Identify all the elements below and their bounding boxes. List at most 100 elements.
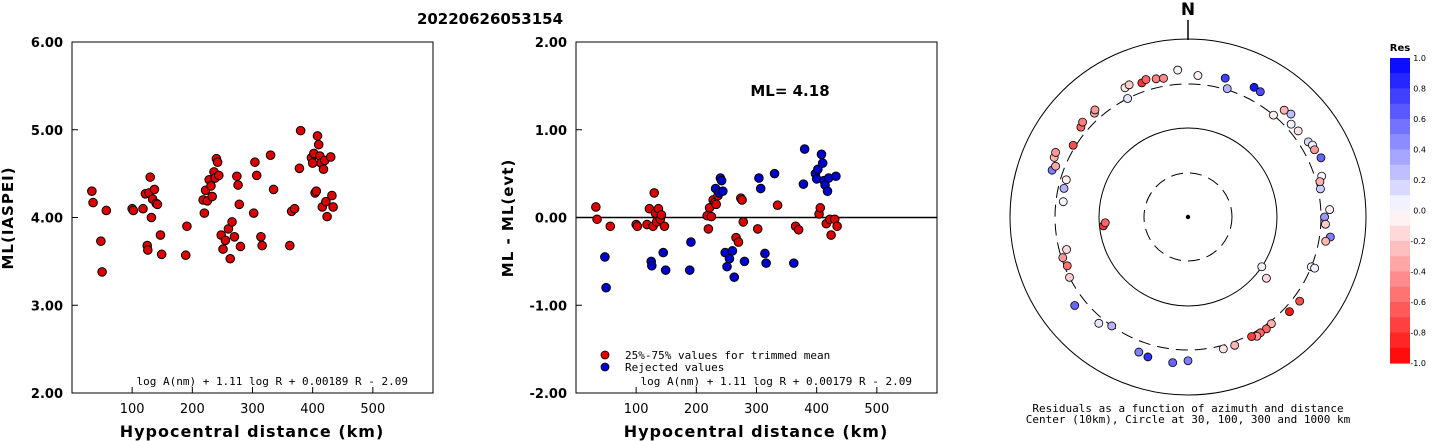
rejected-point (822, 186, 833, 196)
station-residual-point (1321, 219, 1330, 229)
ml-point (268, 184, 279, 195)
station-residual-point (1058, 197, 1068, 207)
colorbar-tick-label: 0.2 (1413, 176, 1426, 185)
ml-point (325, 152, 336, 162)
colorbar-cell (1390, 134, 1410, 151)
x-tick-label: 500 (864, 402, 889, 417)
ml-point (220, 235, 231, 246)
ml-point (307, 158, 318, 168)
rejected-point (718, 186, 728, 196)
polar-data-points (1047, 65, 1335, 368)
station-residual-point (1220, 73, 1230, 83)
station-residual-point (1070, 301, 1080, 310)
station-residual-point (1325, 205, 1335, 214)
colorbar-cell (1390, 210, 1410, 227)
rejected-point (789, 258, 799, 268)
rejected-point (769, 168, 780, 179)
rejected-point (817, 158, 828, 168)
y-tick-label: 1.00 (535, 124, 567, 139)
ml-point (128, 205, 139, 216)
x-tick-label: 500 (360, 402, 385, 417)
ml-point (146, 212, 157, 223)
ml-point (294, 163, 305, 174)
station-residual-point (1051, 148, 1060, 157)
station-residual-point (1090, 105, 1100, 115)
station-residual-point (1316, 153, 1326, 163)
colorbar-cell (1390, 195, 1410, 212)
station-residual-point (1059, 183, 1069, 193)
station-residual-point (1310, 145, 1319, 155)
station-residual-point (1124, 80, 1134, 90)
station-residual-point (1107, 321, 1117, 331)
colorbar-cell (1390, 73, 1410, 90)
trimmed-mean-point (772, 200, 783, 211)
ml-point (257, 240, 267, 251)
center-point (1185, 214, 1191, 220)
station-residual-point (1141, 75, 1151, 84)
x-tick-label: 200 (180, 402, 205, 417)
colorbar-cell (1390, 241, 1410, 257)
station-residual-point (1173, 65, 1183, 75)
rejected-point (739, 256, 750, 267)
ring-100km (1098, 127, 1278, 307)
colorbar-tick-label: -0.6 (1410, 298, 1426, 307)
rejected-point (647, 260, 657, 271)
colorbar-title: Res (1390, 43, 1410, 54)
station-residual-point (1279, 105, 1289, 115)
colorbar-cell (1390, 332, 1410, 349)
left-x-tick-labels: 100 200 300 400 500 (120, 387, 385, 417)
station-residual-point (1218, 344, 1228, 354)
trimmed-mean-point (592, 214, 602, 225)
ml-annotation: ML= 4.18 (750, 82, 829, 100)
north-label: N (1181, 0, 1195, 20)
ml-point (232, 171, 242, 182)
station-residual-point (1230, 340, 1240, 350)
legend-marker-trimmed (600, 350, 610, 360)
x-tick-label: 100 (624, 402, 649, 417)
ml-point (234, 199, 245, 210)
station-residual-point (1222, 84, 1232, 94)
rejected-point (799, 144, 810, 154)
ml-point (235, 241, 246, 252)
station-residual-point (1262, 273, 1271, 283)
station-residual-point (1320, 212, 1329, 222)
legend-label-rejected: Rejected values (625, 361, 724, 374)
left-ml-panel: 6.00 5.00 4.00 3.00 2.00 100 200 300 400 500 Hyp… (0, 36, 434, 441)
station-residual-point (1193, 71, 1203, 80)
ml-point (145, 172, 156, 182)
rejected-point (658, 247, 669, 258)
rejected-point (724, 253, 735, 264)
station-residual-point (1062, 261, 1072, 271)
ml-point (289, 203, 300, 214)
ml-point (218, 244, 228, 254)
middle-x-tick-labels: 100 200 300 400 500 (624, 387, 889, 417)
colorbar-cell (1390, 256, 1410, 273)
ml-point (212, 157, 223, 168)
y-tick-label: 4.00 (31, 212, 63, 227)
ml-point (143, 245, 153, 255)
colorbar-cell (1390, 88, 1410, 105)
residual-colorbar: Res 1.0 0.8 0.6 0.4 0.2 0.0 -0.2 -0.4 -0.6 -0.8 -1… (1390, 43, 1426, 368)
ml-point (199, 208, 210, 218)
station-residual-point (1255, 87, 1265, 97)
colorbar-tick-labels: 1.0 0.8 0.6 0.4 0.2 0.0 -0.2 -0.4 -0.6 -0.8 -1.0 (1410, 54, 1426, 368)
ml-point (295, 125, 306, 136)
trimmed-mean-point (706, 211, 717, 222)
left-data-points (87, 125, 338, 277)
rejected-point (761, 258, 771, 268)
y-tick-label: 5.00 (31, 124, 63, 139)
colorbar-tick-label: 0.4 (1413, 146, 1426, 155)
ml-point (207, 191, 217, 202)
rejected-point (727, 246, 738, 256)
colorbar-tick-label: -0.4 (1410, 268, 1426, 277)
legend-label-trimmed: 25%-75% values for trimmed mean (625, 349, 830, 362)
rejected-point (686, 237, 696, 247)
ml-point (265, 150, 276, 160)
ml-point (250, 157, 260, 168)
ml-point (311, 186, 322, 196)
station-residual-point (1068, 140, 1078, 150)
trimmed-mean-point (649, 188, 660, 198)
rejected-point (831, 171, 841, 182)
ml-point (248, 208, 259, 218)
